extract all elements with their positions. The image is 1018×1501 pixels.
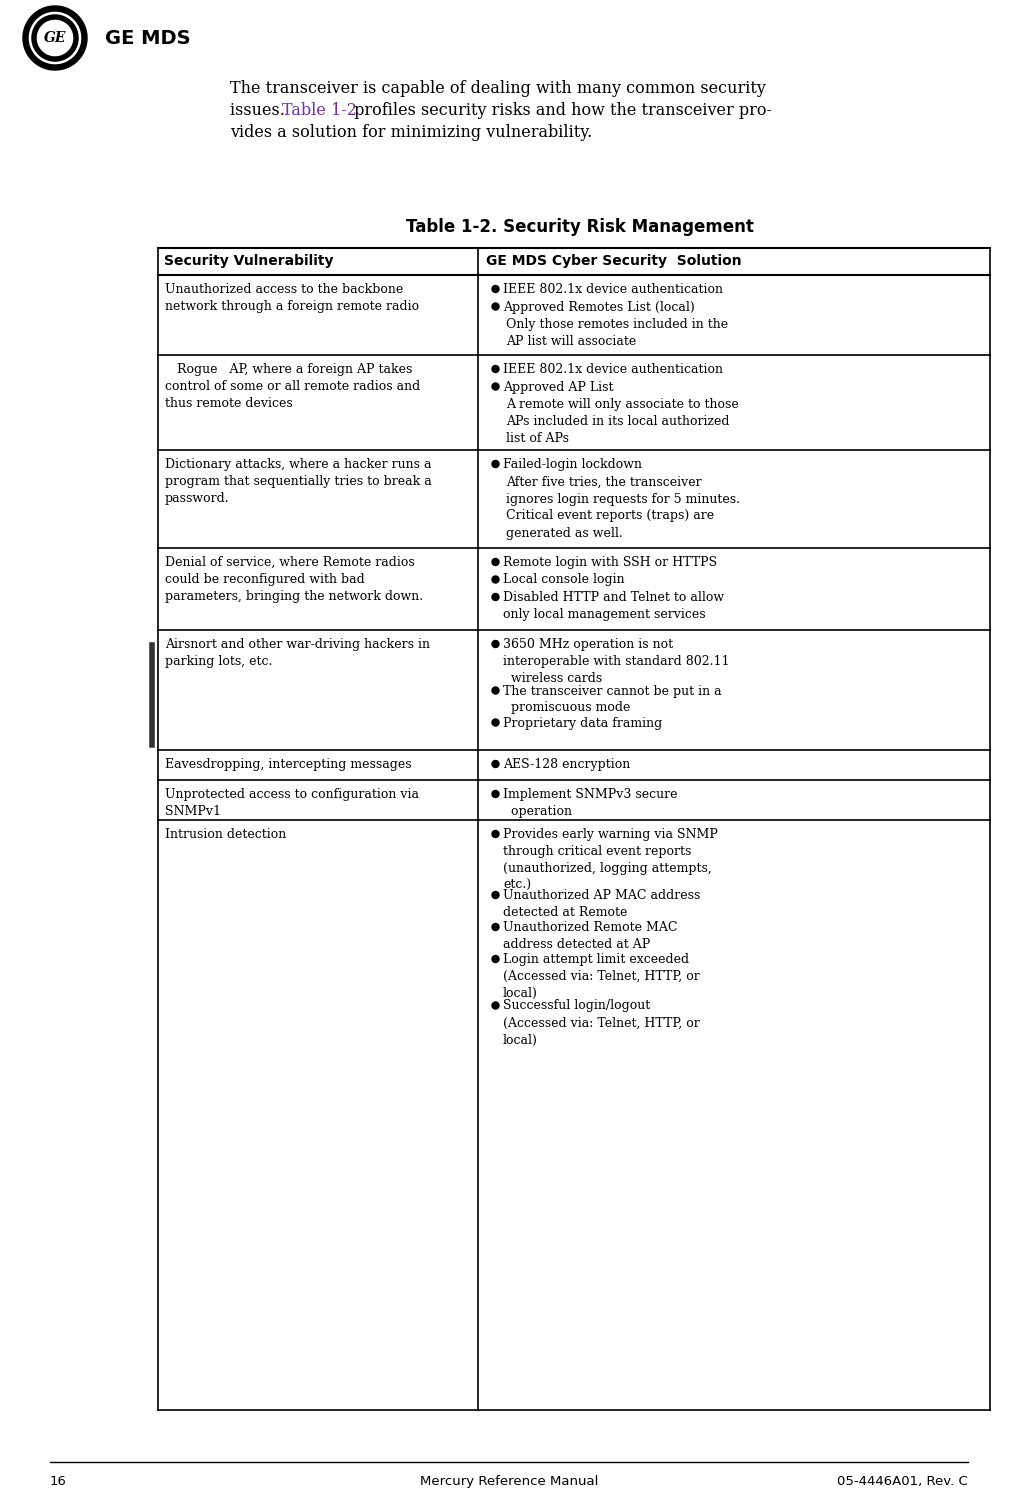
Text: Successful login/logout
(Accessed via: Telnet, HTTP, or
local): Successful login/logout (Accessed via: T… (503, 1000, 699, 1046)
Polygon shape (492, 687, 499, 693)
Polygon shape (492, 892, 499, 899)
Polygon shape (492, 558, 499, 566)
Text: Table 1-2: Table 1-2 (282, 102, 357, 119)
Polygon shape (32, 15, 78, 62)
Text: profiles security risks and how the transceiver pro-: profiles security risks and how the tran… (349, 102, 772, 119)
Polygon shape (492, 576, 499, 582)
Polygon shape (492, 303, 499, 311)
Text: Unauthorized access to the backbone
network through a foreign remote radio: Unauthorized access to the backbone netw… (165, 284, 419, 314)
Polygon shape (492, 285, 499, 293)
Text: Provides early warning via SNMP
through critical event reports
(unauthorized, lo: Provides early warning via SNMP through … (503, 829, 718, 892)
Text: Local console login: Local console login (503, 573, 625, 587)
Polygon shape (492, 956, 499, 962)
Text: GE: GE (44, 32, 66, 45)
Text: Only those remotes included in the
AP list will associate: Only those remotes included in the AP li… (506, 318, 728, 348)
Polygon shape (38, 21, 72, 56)
Text: IEEE 802.1x device authentication: IEEE 802.1x device authentication (503, 363, 723, 375)
Polygon shape (492, 641, 499, 647)
Text: Approved AP List: Approved AP List (503, 380, 614, 393)
Polygon shape (492, 366, 499, 372)
Polygon shape (492, 461, 499, 467)
Text: issues.: issues. (230, 102, 290, 119)
Text: The transceiver is capable of dealing with many common security: The transceiver is capable of dealing wi… (230, 80, 766, 98)
Text: Mercury Reference Manual: Mercury Reference Manual (419, 1475, 599, 1487)
Text: Unauthorized AP MAC address
detected at Remote: Unauthorized AP MAC address detected at … (503, 889, 700, 919)
Text: Denial of service, where Remote radios
could be reconfigured with bad
parameters: Denial of service, where Remote radios c… (165, 555, 423, 603)
Text: Disabled HTTP and Telnet to allow
only local management services: Disabled HTTP and Telnet to allow only l… (503, 591, 724, 621)
Text: Proprietary data framing: Proprietary data framing (503, 716, 663, 729)
Text: AES-128 encryption: AES-128 encryption (503, 758, 630, 772)
Text: Unprotected access to configuration via
SNMPv1: Unprotected access to configuration via … (165, 788, 419, 818)
Text: GE MDS Cyber Security  Solution: GE MDS Cyber Security Solution (486, 255, 742, 269)
Text: Rogue   AP, where a foreign AP takes
control of some or all remote radios and
th: Rogue AP, where a foreign AP takes contr… (165, 363, 420, 410)
Polygon shape (492, 1003, 499, 1009)
Text: vides a solution for minimizing vulnerability.: vides a solution for minimizing vulnerab… (230, 125, 592, 141)
Text: Implement SNMPv3 secure
  operation: Implement SNMPv3 secure operation (503, 788, 678, 818)
Text: Airsnort and other war-driving hackers in
parking lots, etc.: Airsnort and other war-driving hackers i… (165, 638, 430, 668)
Polygon shape (492, 593, 499, 600)
Polygon shape (492, 761, 499, 767)
Text: Failed-login lockdown: Failed-login lockdown (503, 458, 642, 471)
Text: 3650 MHz operation is not
interoperable with standard 802.11
  wireless cards: 3650 MHz operation is not interoperable … (503, 638, 730, 684)
Polygon shape (30, 12, 80, 63)
Polygon shape (492, 791, 499, 797)
Text: Approved Remotes List (local): Approved Remotes List (local) (503, 300, 694, 314)
Text: The transceiver cannot be put in a
  promiscuous mode: The transceiver cannot be put in a promi… (503, 684, 722, 714)
Text: 16: 16 (50, 1475, 67, 1487)
Text: A remote will only associate to those
APs included in its local authorized
list : A remote will only associate to those AP… (506, 398, 739, 444)
Text: GE MDS: GE MDS (105, 29, 190, 48)
Text: Table 1-2. Security Risk Management: Table 1-2. Security Risk Management (406, 218, 754, 236)
Text: IEEE 802.1x device authentication: IEEE 802.1x device authentication (503, 284, 723, 296)
Text: Intrusion detection: Intrusion detection (165, 829, 286, 841)
Text: Dictionary attacks, where a hacker runs a
program that sequentially tries to bre: Dictionary attacks, where a hacker runs … (165, 458, 432, 504)
Polygon shape (492, 923, 499, 931)
Text: Remote login with SSH or HTTPS: Remote login with SSH or HTTPS (503, 555, 717, 569)
Polygon shape (492, 830, 499, 838)
Text: Unauthorized Remote MAC
address detected at AP: Unauthorized Remote MAC address detected… (503, 922, 678, 952)
Polygon shape (23, 6, 87, 71)
Polygon shape (492, 383, 499, 390)
Polygon shape (492, 719, 499, 726)
Text: Security Vulnerability: Security Vulnerability (164, 255, 334, 269)
Text: Eavesdropping, intercepting messages: Eavesdropping, intercepting messages (165, 758, 411, 772)
Text: 05-4446A01, Rev. C: 05-4446A01, Rev. C (837, 1475, 968, 1487)
Text: Login attempt limit exceeded
(Accessed via: Telnet, HTTP, or
local): Login attempt limit exceeded (Accessed v… (503, 953, 699, 1000)
Text: After five tries, the transceiver
ignores login requests for 5 minutes.
Critical: After five tries, the transceiver ignore… (506, 476, 740, 539)
